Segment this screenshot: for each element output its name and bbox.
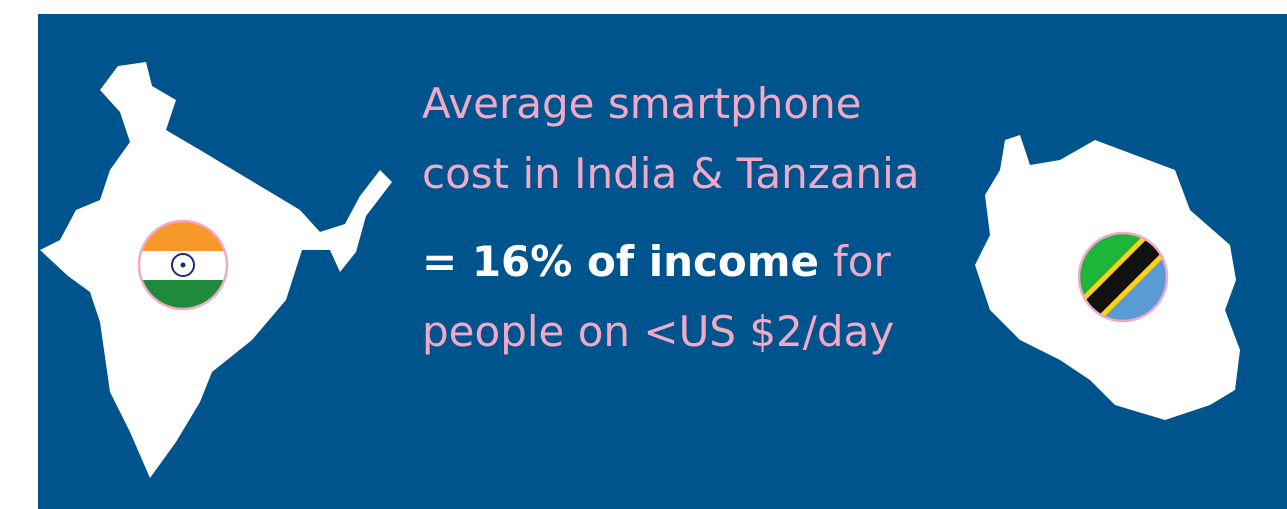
headline-line: cost in India & Tanzania [422,149,920,198]
headline-line: Average smartphone [422,79,862,128]
statement: = 16% of income for [422,237,891,286]
statement-highlight: = 16% of income [422,237,819,286]
tanzania-flag-ring [1077,231,1169,323]
india-flag-ring [137,219,229,311]
tanzania-flag [1079,233,1167,321]
statement-rest: for [833,237,891,286]
statement-line: people on <US $2/day [422,307,894,356]
